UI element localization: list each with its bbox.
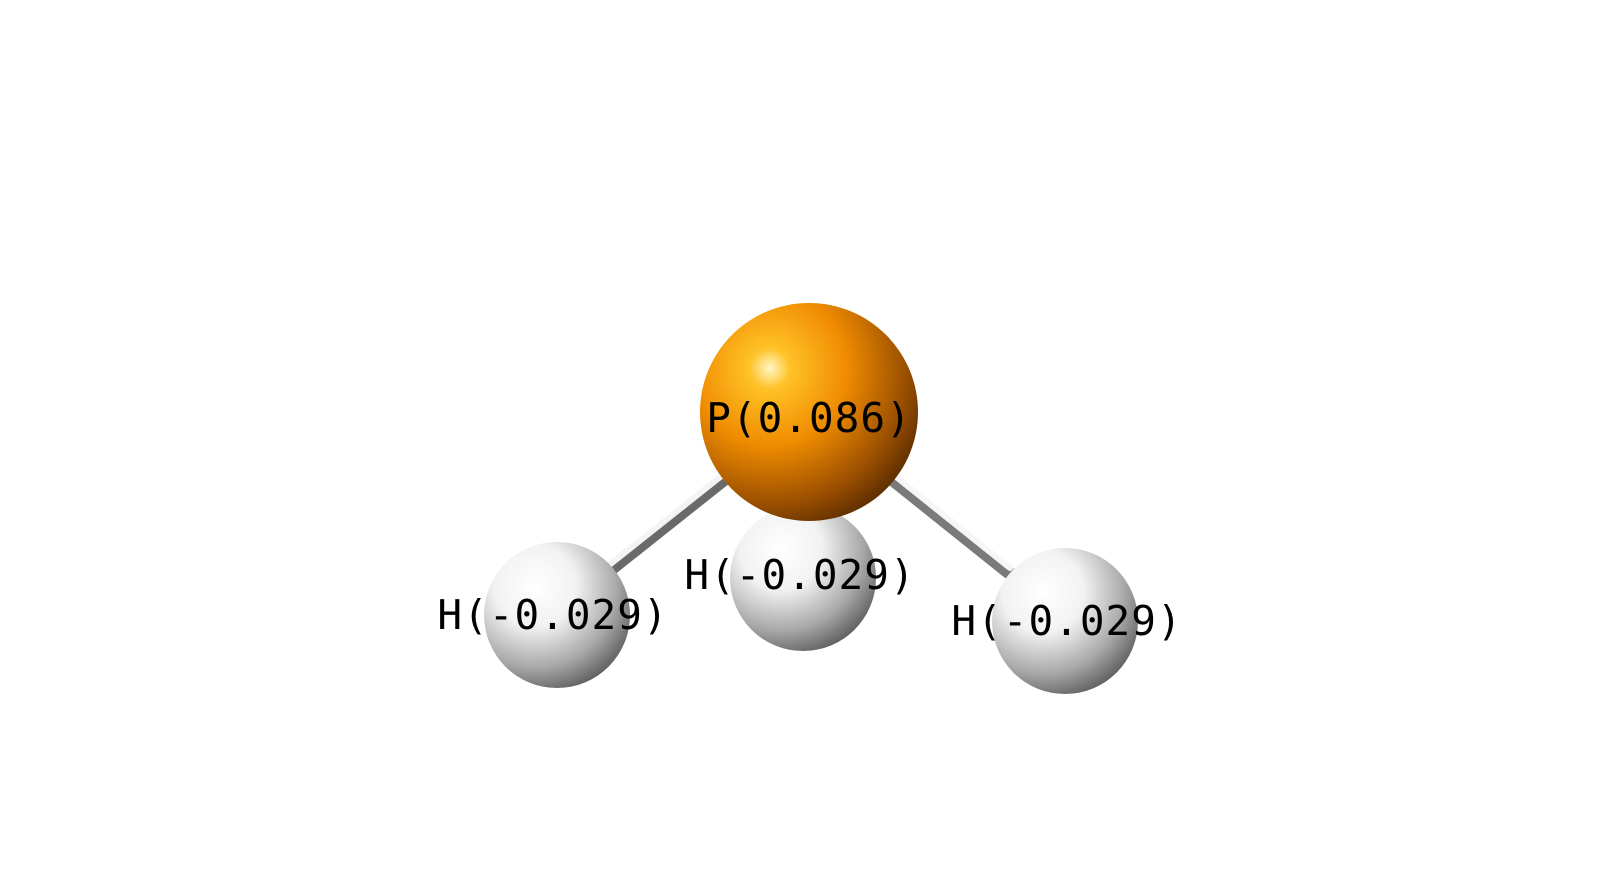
atom-h2-sphere[interactable] xyxy=(730,505,876,651)
atom-p-sphere[interactable] xyxy=(700,303,918,521)
atom-label-h2: H(-0.029) xyxy=(684,551,915,599)
atoms-layer xyxy=(484,303,1138,694)
labels-layer: P(0.086) H(-0.029) H(-0.029) H(-0.029) xyxy=(437,394,1182,645)
atom-label-h1: H(-0.029) xyxy=(437,591,668,639)
atom-label-p: P(0.086) xyxy=(706,394,911,442)
bond-p-h1 xyxy=(603,463,743,577)
atom-label-h3: H(-0.029) xyxy=(951,597,1182,645)
bond-p-h3-highlight xyxy=(887,469,1013,571)
atom-h1-sphere[interactable] xyxy=(484,542,630,688)
atom-h3-sphere[interactable] xyxy=(992,548,1138,694)
bond-p-h1-highlight xyxy=(605,463,737,569)
bond-p-h3 xyxy=(881,469,1015,579)
